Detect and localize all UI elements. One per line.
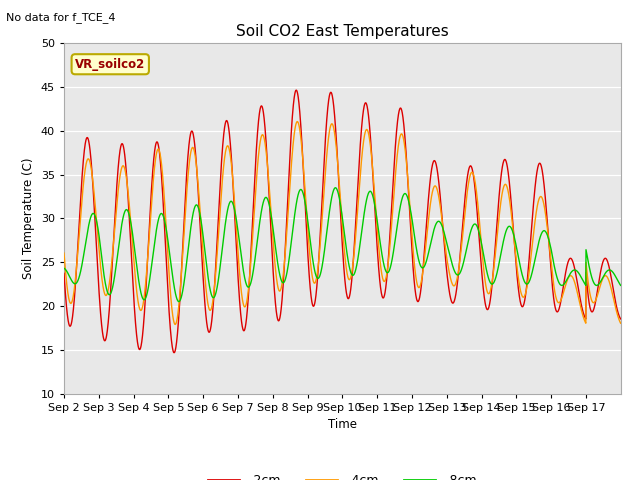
Title: Soil CO2 East Temperatures: Soil CO2 East Temperatures	[236, 24, 449, 39]
Text: VR_soilco2: VR_soilco2	[75, 58, 145, 71]
Text: No data for f_TCE_4: No data for f_TCE_4	[6, 12, 116, 23]
Y-axis label: Soil Temperature (C): Soil Temperature (C)	[22, 157, 35, 279]
Legend: -2cm, -4cm, -8cm: -2cm, -4cm, -8cm	[204, 469, 481, 480]
X-axis label: Time: Time	[328, 418, 357, 431]
